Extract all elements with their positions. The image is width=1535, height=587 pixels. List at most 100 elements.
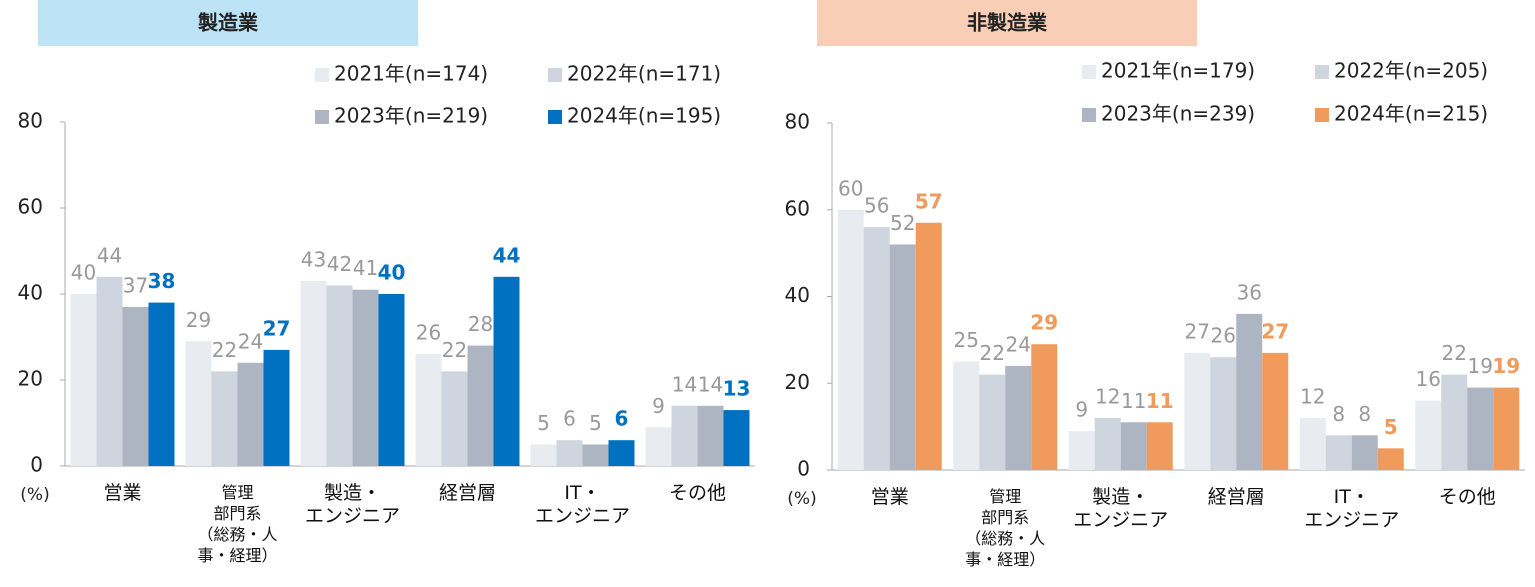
legend-swatch [1082,108,1096,122]
bar [1120,422,1147,470]
value-label: 6 [563,407,576,431]
bar [671,405,698,466]
bar [723,410,750,466]
y-unit: (%) [787,489,816,509]
value-label: 11 [1121,389,1146,413]
bar [608,440,635,466]
header-band [38,0,418,46]
chart-title: 非製造業 [967,11,1048,35]
y-unit: (%) [20,485,49,505]
value-label: 9 [1075,397,1088,421]
bar [953,361,980,470]
bar [1377,448,1404,470]
legend-swatch [548,68,562,82]
x-tick-label: 営業 [103,482,142,504]
value-label: 9 [652,394,665,418]
bar [863,227,890,470]
value-label: 25 [954,328,979,352]
legend-swatch [548,110,562,124]
value-label: 12 [1300,384,1325,408]
y-tick-label: 60 [785,196,810,220]
bar [211,371,238,466]
value-label: 44 [493,243,521,267]
value-label: 29 [186,308,211,332]
bar [1299,417,1326,470]
legend-label: 2021年(n=179) [1101,59,1255,83]
bar [352,289,379,466]
bar [1068,430,1095,470]
value-label: 6 [615,407,629,431]
bar [237,362,264,466]
bar [185,341,212,466]
bar [70,294,97,466]
value-label: 60 [838,176,863,200]
bar [1262,352,1289,470]
x-tick-label: IT・ エンジニア [534,482,630,527]
value-label: 22 [1442,341,1467,365]
value-label: 14 [672,372,697,396]
value-label: 5 [537,411,550,435]
value-label: 56 [864,194,889,218]
bar [915,222,942,470]
value-label: 36 [1237,280,1262,304]
bar [378,294,405,466]
bar [1184,352,1211,470]
bar [415,354,442,466]
bar [1146,422,1173,470]
legend-label: 2024年(n=195) [567,104,721,128]
legend-swatch [1315,108,1329,122]
header-band [817,0,1197,46]
legend-label: 2024年(n=215) [1334,102,1488,126]
y-tick-label: 20 [785,370,810,394]
value-label: 19 [1492,354,1520,378]
bar [556,440,583,466]
legend-label: 2022年(n=205) [1334,59,1488,83]
value-label: 27 [1185,319,1210,343]
bar [1351,435,1378,470]
bar [645,427,672,466]
value-label: 22 [212,338,237,362]
bar [1094,417,1121,470]
bar [697,405,724,466]
bar [1325,435,1352,470]
bar [467,345,494,466]
x-tick-label: 経営層 [1207,486,1265,508]
value-label: 5 [589,411,602,435]
value-label: 42 [327,252,352,276]
legend-label: 2023年(n=219) [334,104,488,128]
value-label: 27 [263,316,291,340]
value-label: 44 [97,243,122,267]
x-tick-label: その他 [1438,486,1496,508]
value-label: 14 [698,372,723,396]
value-label: 40 [378,261,406,285]
value-label: 16 [1416,367,1441,391]
value-label: 13 [723,377,751,401]
value-label: 52 [890,211,915,235]
bar [263,349,290,466]
x-tick-label: IT・ エンジニア [1304,486,1400,531]
bar [1210,357,1237,470]
value-label: 37 [123,273,148,297]
value-label: 38 [148,269,176,293]
value-label: 40 [71,261,96,285]
bar [1031,344,1058,470]
x-tick-label: その他 [668,482,726,504]
x-tick-label: 製造・ エンジニア [304,482,400,527]
value-label: 22 [442,338,467,362]
value-label: 28 [468,312,493,336]
y-tick-label: 0 [797,457,810,481]
bar [441,371,468,466]
value-label: 24 [238,329,263,353]
y-tick-label: 40 [18,281,43,305]
value-label: 57 [915,189,943,213]
bar [493,276,520,466]
value-label: 29 [1030,311,1058,335]
value-label: 5 [1384,415,1398,439]
bar [326,285,353,466]
x-tick-label: 製造・ エンジニア [1073,486,1169,531]
bar [979,374,1006,470]
legend-swatch [1315,65,1329,79]
y-tick-label: 40 [785,283,810,307]
